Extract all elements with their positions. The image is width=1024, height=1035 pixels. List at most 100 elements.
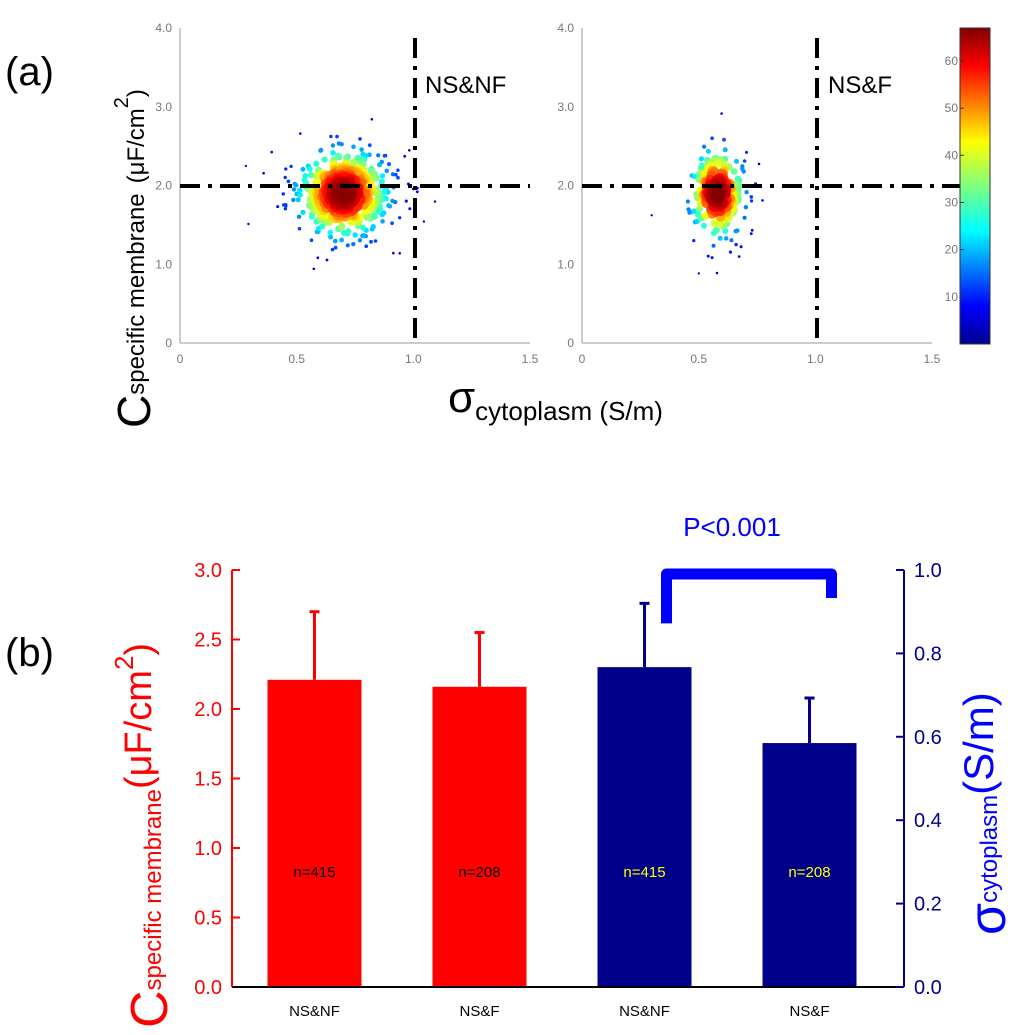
- scatter-left-point: [384, 168, 390, 174]
- scatter-left-y-tick-label: 4.0: [155, 21, 172, 35]
- colorbar-tick-label: 20: [945, 243, 959, 257]
- colorbar: 10 20 30 40 50 60: [945, 27, 991, 345]
- scatter-left-point: [316, 256, 320, 260]
- scatter-right-point: [744, 190, 749, 195]
- bar-right-axis: 0.0 0.2 0.4 0.6 0.8 1.0: [896, 560, 942, 999]
- scatter-left-point: [297, 192, 303, 198]
- scatter-left-point: [291, 197, 296, 203]
- scatter-left-point: [327, 229, 334, 236]
- scatter-left-point: [390, 221, 394, 225]
- scatter-left-point: [367, 143, 372, 148]
- bar-left-axis-title: Cspecific membrane(μF/cm2): [109, 643, 179, 1028]
- scatter-right-x-tick-label: 1.5: [924, 352, 941, 366]
- left-axis-tick-label: 3.0: [194, 560, 222, 582]
- bar: [762, 743, 857, 987]
- scatter-left-point: [398, 252, 402, 255]
- scatter-left-point: [313, 160, 320, 167]
- scatter-left-y-tick-label: 3.0: [155, 100, 172, 114]
- scatter-right-point: [728, 250, 733, 254]
- scatter-left-point: [306, 166, 313, 173]
- scatter-right-point: [705, 148, 711, 154]
- bar-n-label: n=415: [293, 864, 335, 881]
- scatter-left-point: [307, 171, 315, 179]
- scatter-left-point: [380, 219, 385, 224]
- scatter-left-x-tick-label: 1.5: [522, 352, 539, 366]
- scatter-left-point: [289, 164, 293, 169]
- scatter-left-point: [286, 179, 291, 184]
- bar-chart: n=415 n=208 n=415 n=208 0.0 0.5 1.0 1.5 2.0 2.5 3…: [194, 512, 942, 1020]
- scatter-right-y-tick-label: 1.0: [557, 257, 574, 271]
- scatter-left-point: [329, 134, 333, 139]
- colorbar-tick-label: 40: [945, 148, 959, 162]
- scatter-left-point: [390, 198, 395, 204]
- scatter-left-point: [360, 233, 365, 239]
- svg-text:Cspecific membrane(μF/cm2): Cspecific membrane(μF/cm2): [109, 643, 179, 1028]
- scatter-left-point: [377, 162, 382, 168]
- scatter-right-point: [702, 144, 707, 149]
- scatter-left-point: [330, 247, 335, 252]
- scatter-left-point: [319, 223, 326, 230]
- scatter-left-point: [318, 148, 323, 153]
- scatter-left-point: [247, 222, 250, 226]
- scatter-left-point: [415, 190, 419, 194]
- scatter-right-point: [697, 272, 700, 275]
- scatter-left-y-tick-label: 1.0: [155, 257, 172, 271]
- scatter-right-point: [685, 199, 691, 204]
- scatter-left-point: [283, 175, 287, 180]
- scatter-left-point: [396, 168, 400, 172]
- scatter-y-axis-title: Cspecific membrane(μF/cm2): [108, 89, 160, 428]
- scatter-left-point: [352, 232, 358, 238]
- scatter-left-point: [370, 224, 376, 230]
- bar-n-label: n=208: [458, 864, 500, 881]
- scatter-right-point: [739, 245, 743, 249]
- colorbar-tick-label: 50: [945, 101, 959, 115]
- scatter-left-point: [393, 172, 398, 177]
- scatter-left-point: [328, 234, 334, 240]
- left-axis-tick-label: 1.0: [194, 838, 222, 860]
- scatter-left-point: [281, 192, 285, 196]
- scatter-right-point: [749, 195, 754, 199]
- significance-bracket: P<0.001: [661, 512, 837, 624]
- scatter-right-point: [691, 208, 697, 214]
- scatter-left-x-tick-label: 0: [177, 352, 184, 366]
- scatter-left-point: [312, 267, 316, 271]
- scatter-right-point: [697, 164, 705, 172]
- scatter-left-point: [276, 205, 280, 209]
- scatter-left-point: [357, 238, 363, 243]
- scatter-right-x-tick-label: 0: [579, 352, 586, 366]
- left-axis-tick-label: 2.5: [194, 630, 222, 652]
- scatter-left-point: [379, 173, 386, 179]
- scatter-right-point: [734, 158, 739, 164]
- scatter-left-point: [349, 158, 358, 167]
- scatter-left-point: [297, 226, 302, 231]
- scatter-right-point: [710, 256, 714, 260]
- significance-bracket-line: [661, 568, 837, 624]
- scatter-left-point: [392, 251, 395, 255]
- scatter-left-point: [360, 151, 366, 157]
- scatter-right-point: [722, 137, 726, 142]
- scatter-right-point: [686, 207, 691, 212]
- panel-a-label: (a): [5, 50, 54, 94]
- scatter-left-point: [408, 149, 411, 152]
- scatter-left-point: [386, 203, 391, 208]
- bar: [267, 679, 362, 987]
- scatter-right-point: [692, 239, 696, 243]
- scatter-left-point: [404, 199, 408, 203]
- scatter-right-point: [761, 199, 764, 202]
- left-axis-tick-label: 0.5: [194, 908, 222, 930]
- scatter-left-point: [343, 154, 350, 162]
- scatter-left-point: [375, 208, 382, 215]
- scatter-right-point: [743, 205, 749, 210]
- scatter-left-point: [396, 175, 400, 180]
- scatter-right-point: [706, 254, 710, 258]
- scatter-left-ticks: 0 0.5 1.0 1.5 0 1.0 2.0 3.0 4.0: [155, 21, 538, 366]
- scatter-left-point: [345, 228, 352, 235]
- scatter-right-points: [650, 112, 764, 275]
- scatter-left-point: [283, 203, 288, 207]
- scatter-right-y-tick-label: 2.0: [557, 179, 574, 193]
- scatter-left-point: [291, 187, 297, 192]
- scatter-left-region-label: NS&NF: [425, 72, 506, 99]
- scatter-right-point: [720, 112, 723, 115]
- scatter-right-point: [710, 136, 714, 140]
